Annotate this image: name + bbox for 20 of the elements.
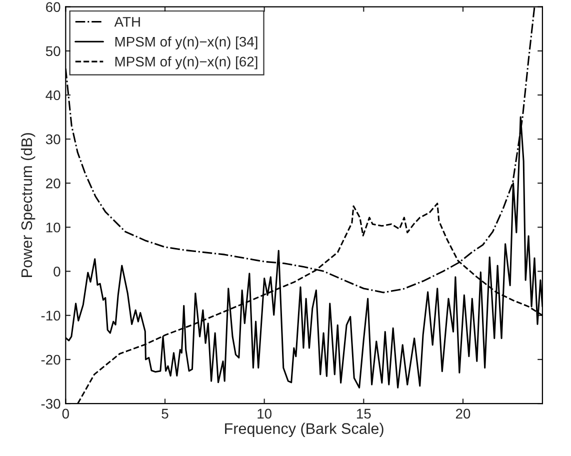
x-tick-label: 20 bbox=[456, 408, 470, 419]
legend-label: MPSM of y(n)−x(n) [62] bbox=[115, 56, 258, 70]
y-tick-label: 10 bbox=[46, 222, 60, 232]
x-tick-label: 5 bbox=[162, 408, 168, 419]
y-tick-label: 60 bbox=[46, 2, 60, 12]
y-tick-label: -30 bbox=[41, 398, 60, 409]
y-tick-label: 50 bbox=[46, 46, 60, 56]
y-axis-title: Power Spectrum (dB) bbox=[20, 133, 36, 277]
y-tick-label: 30 bbox=[46, 134, 60, 144]
y-tick-label: 0 bbox=[54, 266, 60, 276]
y-tick-label: -10 bbox=[41, 310, 60, 321]
y-tick-label: 40 bbox=[46, 90, 60, 100]
legend-label: ATH bbox=[114, 17, 140, 27]
y-tick-label: -20 bbox=[41, 354, 60, 365]
x-tick-label: 0 bbox=[62, 408, 69, 419]
x-tick-label: 10 bbox=[258, 408, 272, 419]
x-tick-label: 15 bbox=[356, 408, 371, 419]
x-axis-title: Frequency (Bark Scale) bbox=[225, 422, 384, 437]
y-tick-label: 20 bbox=[46, 178, 60, 188]
legend-label: MPSM of y(n)−x(n) [34] bbox=[115, 36, 258, 50]
